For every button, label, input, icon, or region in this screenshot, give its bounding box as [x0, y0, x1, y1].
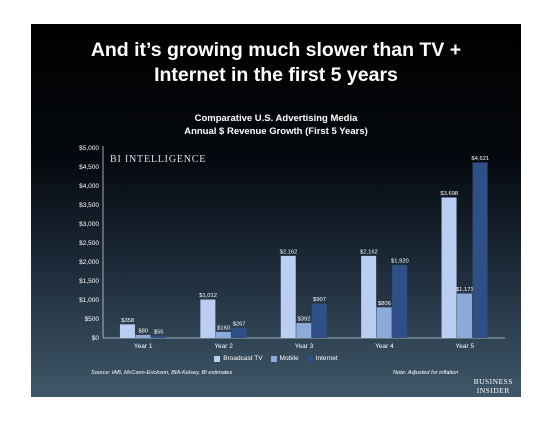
legend-item: Mobile [270, 355, 299, 362]
bar-mobile [457, 293, 473, 338]
bar-internet [392, 265, 408, 338]
bar-internet [150, 335, 166, 338]
data-label: $806 [378, 301, 391, 307]
y-tick-label: $2,500 [79, 240, 99, 247]
y-tick-label: $2,000 [79, 259, 99, 266]
bi-intelligence-watermark: BI INTELLIGENCE [110, 154, 207, 165]
data-label: $80 [138, 328, 148, 334]
chart-subtitle: Annual $ Revenue Growth (First 5 Years) [184, 126, 368, 137]
y-tick-label: $3,500 [79, 202, 99, 209]
data-label: $4,621 [471, 156, 489, 162]
y-tick-label: $5,000 [79, 145, 99, 152]
data-label: $1,012 [199, 293, 217, 299]
legend-label: Broadcast TV [223, 355, 263, 362]
x-tick-label: Year 1 [134, 343, 153, 350]
data-label: $2,162 [280, 249, 298, 255]
y-tick-label: $500 [85, 316, 100, 323]
business-insider-logo: BUSINESS INSIDER [474, 377, 513, 395]
legend-label: Internet [315, 355, 338, 362]
y-tick-label: $1,500 [79, 278, 99, 285]
data-label: $1,171 [456, 287, 474, 293]
headline-line-1: And it’s growing much slower than TV + [90, 39, 462, 61]
legend-label: Mobile [279, 355, 299, 362]
x-tick-label: Year 5 [456, 343, 475, 350]
x-tick-label: Year 3 [295, 343, 314, 350]
data-label: $1,920 [391, 259, 409, 265]
bar-mobile [135, 334, 151, 338]
chart-legend: Broadcast TV Mobile Internet [31, 355, 521, 362]
legend-swatch [214, 355, 221, 362]
legend-swatch [306, 355, 313, 362]
bar-internet [231, 327, 247, 338]
bar-mobile [376, 307, 392, 338]
y-tick-label: $3,000 [79, 221, 99, 228]
headline-line-2: Internet in the first 5 years [154, 64, 398, 86]
legend-item: Broadcast TV [214, 355, 263, 362]
bar-mobile [215, 331, 231, 338]
data-label: $55 [154, 329, 164, 335]
x-tick-label: Year 4 [375, 343, 394, 350]
brand-line-1: BUSINESS [473, 377, 513, 386]
x-tick-label: Year 2 [214, 343, 233, 350]
bar-broadcast-tv [119, 324, 135, 338]
y-tick-label: $0 [92, 335, 100, 342]
bar-internet [311, 303, 327, 338]
bar-mobile [296, 323, 312, 338]
data-label: $392 [298, 317, 311, 323]
bar-internet [472, 162, 488, 338]
data-label: $2,162 [360, 249, 378, 255]
data-label: $267 [233, 321, 246, 327]
data-label: $358 [121, 318, 134, 324]
brand-line-2: INSIDER [476, 386, 510, 395]
y-tick-label: $4,500 [79, 164, 99, 171]
data-label: $3,698 [440, 191, 458, 197]
y-tick-label: $4,000 [79, 183, 99, 190]
bar-broadcast-tv [361, 255, 377, 338]
bar-chart: $0 $500 $1,000 $1,500 $2,000 $2,500 $3,000 $3,5… [79, 145, 505, 350]
legend-item: Internet [306, 355, 338, 362]
chart-title-block: Comparative U.S. Advertising Media Annua… [31, 112, 521, 138]
legend-swatch [270, 355, 277, 362]
inflation-note: Note: Adjusted for inflation [393, 370, 459, 376]
chart-title: Comparative U.S. Advertising Media [194, 113, 358, 124]
bar-broadcast-tv [280, 255, 296, 338]
slide: And it’s growing much slower than TV + I… [31, 24, 521, 397]
y-tick-label: $1,000 [79, 297, 99, 304]
data-label: $907 [313, 297, 326, 303]
bar-broadcast-tv [200, 299, 216, 338]
bar-broadcast-tv [441, 197, 457, 338]
headline: And it’s growing much slower than TV + I… [31, 38, 521, 88]
source-note: Source: IAB, McCann-Erickson, BIA-Kelsey… [91, 370, 233, 376]
data-label: $160 [217, 325, 230, 331]
